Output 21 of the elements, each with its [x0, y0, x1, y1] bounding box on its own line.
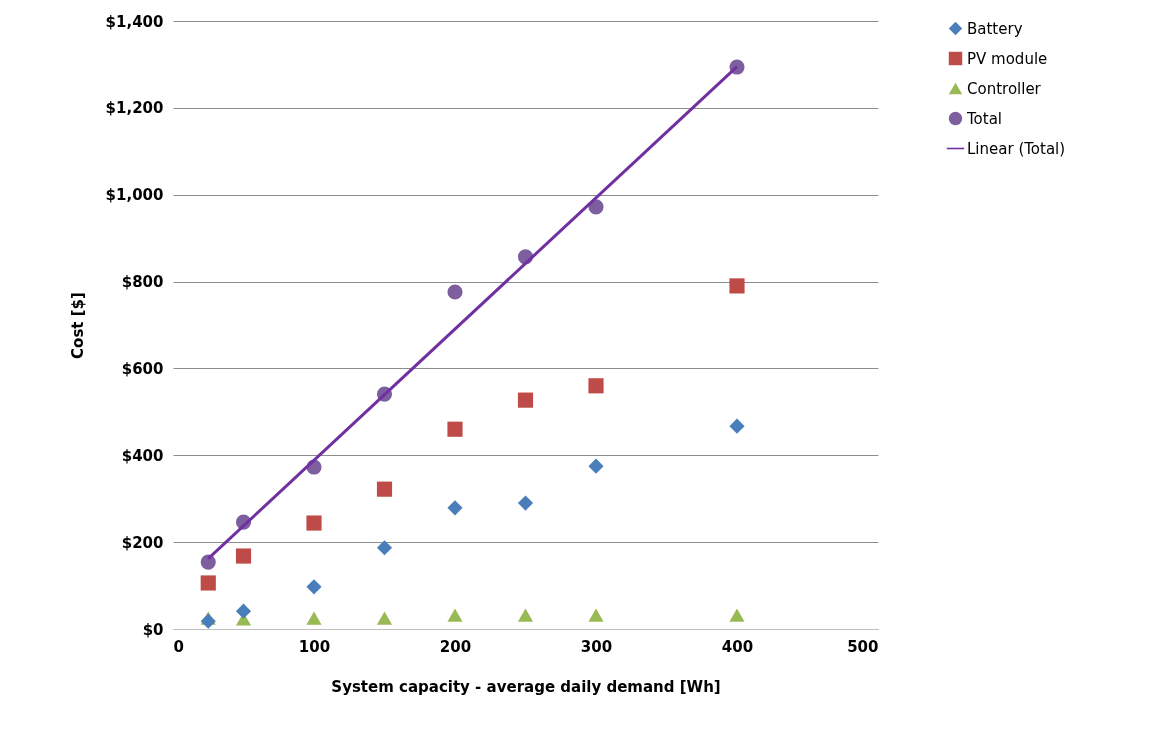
legend-label: Total	[966, 109, 1003, 128]
x-tick-label: 500	[847, 637, 879, 656]
y-axis-title: Cost [$]	[68, 292, 87, 359]
legend-label: Linear (Total)	[967, 139, 1066, 158]
y-tick-label: $600	[121, 359, 164, 378]
legend-label: Battery	[967, 19, 1023, 38]
y-tick-label: $1,400	[105, 12, 164, 31]
x-tick-label: 200	[439, 637, 472, 656]
x-tick-label: 300	[580, 637, 613, 656]
x-tick-label: 100	[298, 637, 331, 656]
legend-label: Controller	[967, 79, 1042, 98]
y-tick-label: $200	[121, 533, 164, 552]
x-axis-title: System capacity - average daily demand [Wh]	[331, 677, 721, 696]
legend-label: PV module	[967, 49, 1048, 68]
y-tick-label: $0	[142, 620, 164, 639]
y-tick-label: $400	[121, 446, 164, 465]
y-tick-label: $1,000	[105, 186, 164, 205]
x-tick-label: 0	[173, 637, 184, 656]
y-tick-label: $800	[121, 273, 164, 292]
x-tick-label: 400	[721, 637, 754, 656]
y-tick-label: $1,200	[105, 99, 164, 118]
